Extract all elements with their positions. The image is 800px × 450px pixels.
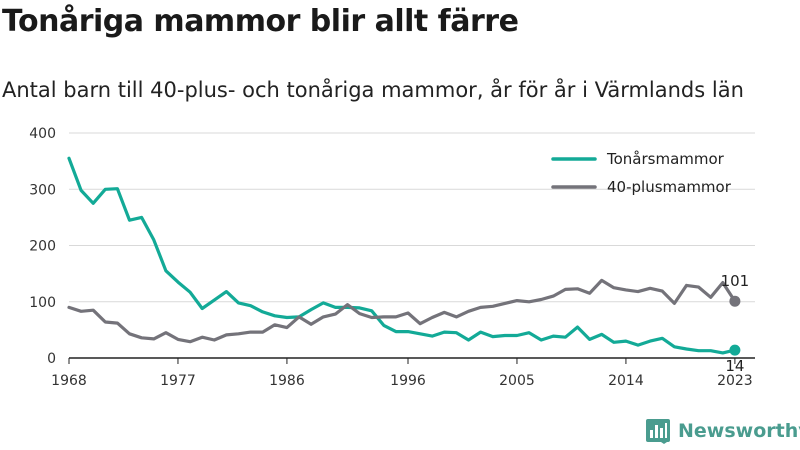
- legend: Tonårsmammor 40-plusmammor: [551, 150, 732, 196]
- x-tick-label: 1986: [269, 373, 305, 389]
- chart-title: Tonåriga mammor blir allt färre: [2, 4, 519, 39]
- x-tick-label: 2014: [608, 373, 644, 389]
- legend-label: Tonårsmammor: [606, 150, 725, 168]
- end-value-label: 101: [721, 272, 750, 290]
- newsworthy-brand[interactable]: Newsworthy: [645, 418, 800, 444]
- series: 14 101: [67, 156, 750, 375]
- y-tick-label: 300: [29, 182, 56, 198]
- axes: 0 100 200 300 400 1968 1977 1986 1996 2005 2014 202…: [29, 126, 755, 389]
- x-tick-label: 2005: [499, 373, 535, 389]
- series-line: [67, 156, 737, 355]
- brand-name: Newsworthy: [678, 420, 800, 442]
- x-tick-label: 2023: [717, 373, 753, 389]
- chart-subtitle: Antal barn till 40-plus- och tonåriga ma…: [2, 78, 744, 102]
- y-tick-label: 400: [29, 126, 56, 142]
- newsworthy-logo-icon: [646, 419, 670, 444]
- end-point-marker: [729, 295, 741, 307]
- grid-lines: [69, 132, 755, 303]
- end-value-label: 14: [725, 357, 744, 375]
- y-tick-label: 100: [29, 295, 56, 311]
- x-tick-label: 1977: [160, 373, 196, 389]
- end-point-marker: [729, 344, 741, 356]
- y-tick-label: 0: [47, 351, 56, 367]
- series-line: [67, 278, 737, 344]
- x-tick-label: 1968: [51, 373, 87, 389]
- y-tick-label: 200: [29, 239, 56, 255]
- x-tick-label: 1996: [390, 373, 426, 389]
- legend-label: 40-plusmammor: [607, 178, 732, 196]
